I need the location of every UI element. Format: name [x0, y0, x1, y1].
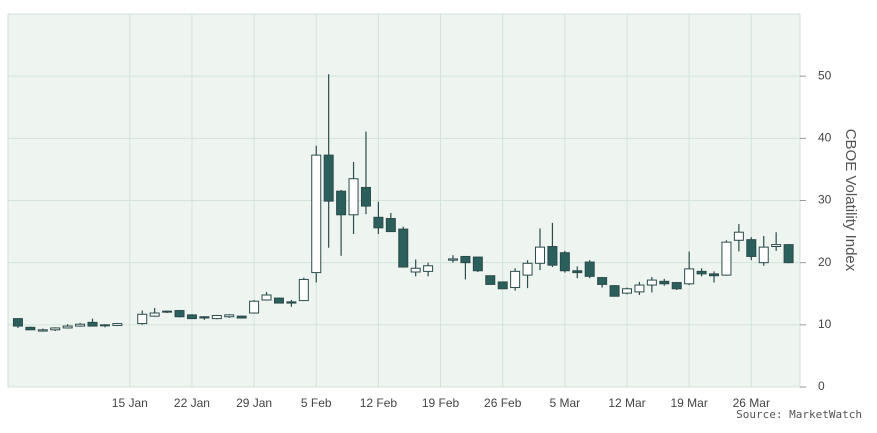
candle-body [746, 239, 757, 257]
candle-body [385, 218, 396, 233]
candle-body [423, 265, 434, 272]
x-tick-label: 12 Feb [360, 396, 398, 410]
candle-body [174, 310, 185, 318]
candle-body [497, 281, 508, 290]
candle-body [783, 244, 794, 264]
x-tick-label: 26 Mar [733, 396, 770, 410]
x-tick-label: 22 Jan [174, 396, 210, 410]
candle-body [249, 300, 260, 314]
candle-body [733, 231, 744, 241]
candle-body [684, 268, 695, 285]
candle-body [224, 314, 235, 318]
candle-body [137, 313, 148, 325]
candle-body [758, 246, 769, 264]
x-tick-label: 5 Feb [301, 396, 332, 410]
candle-body [112, 323, 123, 326]
candle-body [572, 270, 583, 274]
candle-body [62, 325, 73, 329]
candle-body [559, 252, 570, 272]
candle-body [584, 261, 595, 277]
x-tick-label: 12 Mar [608, 396, 645, 410]
candle-body [311, 154, 322, 274]
candle-body [261, 294, 272, 301]
y-tick-label: 50 [818, 68, 832, 82]
y-tick-label: 30 [818, 193, 832, 207]
candle-body [522, 262, 533, 276]
candle-body [472, 256, 483, 272]
candle-body [211, 315, 222, 320]
candle-body [186, 314, 197, 320]
candle-body [485, 275, 496, 285]
candle-body [398, 228, 409, 268]
candle-body [273, 297, 284, 304]
candle-body [50, 327, 61, 331]
candle-body [162, 310, 173, 313]
candle-body [634, 284, 645, 293]
candle-body [75, 323, 86, 327]
candle-body [12, 318, 23, 327]
x-tick-label: 26 Feb [484, 396, 522, 410]
candle-body [696, 270, 707, 275]
candle-body [37, 329, 48, 332]
candle-body [709, 273, 720, 277]
candle-body [447, 258, 458, 261]
candle-body [609, 285, 620, 297]
y-tick-label: 0 [818, 379, 825, 393]
x-tick-label: 19 Feb [422, 396, 460, 410]
candle-body [99, 324, 110, 327]
candle-body [721, 241, 732, 276]
candle-body [360, 186, 371, 207]
candle-body [659, 280, 670, 285]
candle-body [646, 279, 657, 286]
candle-body [323, 154, 334, 202]
candle-body [25, 326, 36, 331]
x-tick-label: 15 Jan [112, 396, 148, 410]
candle-body [286, 301, 297, 304]
candle-body [298, 278, 309, 302]
candle-body [373, 216, 384, 229]
candle-body [771, 244, 782, 248]
y-axis-title: CBOE Volatility Index [842, 129, 859, 272]
x-tick-label: 5 Mar [550, 396, 581, 410]
candle-body [199, 316, 210, 319]
candle-body [534, 246, 545, 264]
y-tick-label: 40 [818, 131, 832, 145]
x-tick-label: 19 Mar [670, 396, 707, 410]
candle-body [410, 267, 421, 273]
y-tick-label: 20 [818, 255, 832, 269]
candle-body [622, 288, 632, 294]
candle-body [510, 270, 521, 289]
candle-body [671, 282, 682, 290]
y-tick-label: 10 [818, 317, 832, 331]
candle-body [149, 312, 160, 317]
source: Source: MarketWatch [736, 408, 862, 421]
candle-body [547, 246, 558, 266]
candle-body [348, 178, 359, 216]
candle-body [336, 190, 347, 216]
candle-body [236, 315, 247, 319]
candle-body [87, 321, 98, 327]
x-tick-label: 29 Jan [236, 396, 272, 410]
candle-body [460, 255, 471, 264]
candle-body [597, 277, 608, 285]
